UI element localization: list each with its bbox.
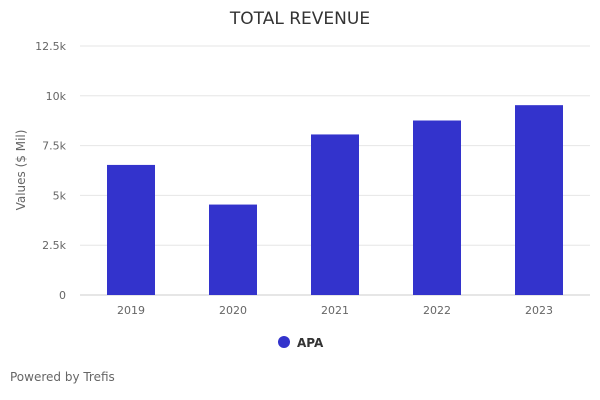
y-tick-label: 7.5k xyxy=(42,140,66,153)
legend[interactable]: APA xyxy=(278,336,324,350)
y-tick-label: 12.5k xyxy=(35,40,66,53)
bar-2021[interactable] xyxy=(311,134,359,295)
y-tick-label: 0 xyxy=(59,289,66,302)
y-tick-label: 5k xyxy=(53,189,67,202)
bar-2020[interactable] xyxy=(209,204,257,295)
y-axis-ticks: 0 2.5k 5k 7.5k 10k 12.5k xyxy=(35,40,66,302)
x-tick-label: 2022 xyxy=(423,304,451,317)
legend-marker-apa[interactable] xyxy=(278,336,290,348)
bars xyxy=(107,105,563,296)
y-axis-label: Values ($ Mil) xyxy=(14,130,28,211)
x-tick-label: 2023 xyxy=(525,304,553,317)
legend-label-apa[interactable]: APA xyxy=(297,336,324,350)
x-tick-label: 2020 xyxy=(219,304,247,317)
bar-2023[interactable] xyxy=(515,105,563,295)
y-tick-label: 10k xyxy=(46,90,67,103)
x-axis-ticks: 2019 2020 2021 2022 2023 xyxy=(117,304,553,317)
y-tick-label: 2.5k xyxy=(42,239,66,252)
powered-by-credit[interactable]: Powered by Trefis xyxy=(10,370,115,384)
bar-2019[interactable] xyxy=(107,164,155,295)
bar-2022[interactable] xyxy=(413,120,461,296)
x-tick-label: 2019 xyxy=(117,304,145,317)
x-tick-label: 2021 xyxy=(321,304,349,317)
chart-title: TOTAL REVENUE xyxy=(229,9,370,29)
